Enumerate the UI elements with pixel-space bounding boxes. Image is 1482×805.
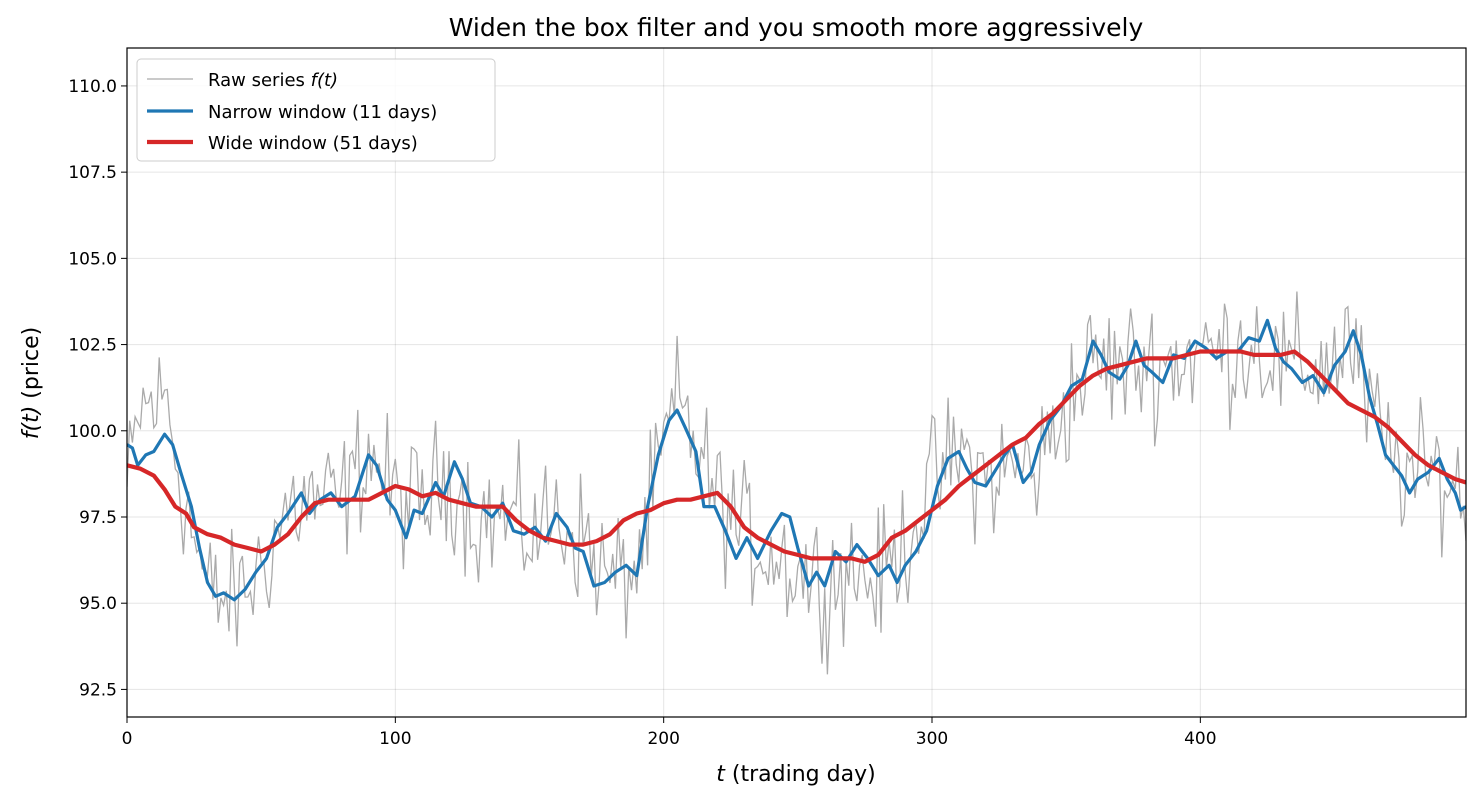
y-axis-label: f(t) (price) [19,327,44,439]
series-line-wide [127,349,1466,564]
y-tick-label: 95.0 [79,594,117,614]
y-tick-label: 105.0 [68,249,117,269]
chart-title: Widen the box filter and you smooth more… [449,13,1144,42]
x-axis-label: t (trading day) [716,762,875,787]
legend-label-raw: Raw series f(t) [208,70,338,91]
x-tick-label: 200 [647,729,679,749]
y-tick-label: 92.5 [79,680,117,700]
y-tick-label: 102.5 [68,336,117,356]
plot-frame [126,47,1467,718]
x-tick-label: 100 [379,729,411,749]
x-tick-label: 300 [916,729,948,749]
series-line-narrow [127,318,1466,602]
y-tick-label: 107.5 [68,163,117,183]
y-axis: 92.5 95.0 97.5 100.0 102.5 105.0 107.5 110.0 [68,77,127,700]
series-line-raw [127,291,1466,675]
y-tick-label: 100.0 [68,422,117,442]
legend-box [136,58,496,162]
legend-label-wide: Wide window (51 days) [208,133,418,154]
series-layer [127,291,1466,675]
y-tick-label: 97.5 [79,508,117,528]
legend: Raw series f(t) Narrow window (11 days) … [136,58,496,162]
x-tick-label: 0 [122,729,133,749]
x-tick-label: 400 [1184,729,1216,749]
x-axis: 0 100 200 300 400 [122,717,1217,749]
legend-label-narrow: Narrow window (11 days) [208,102,437,123]
y-tick-label: 110.0 [68,77,117,97]
